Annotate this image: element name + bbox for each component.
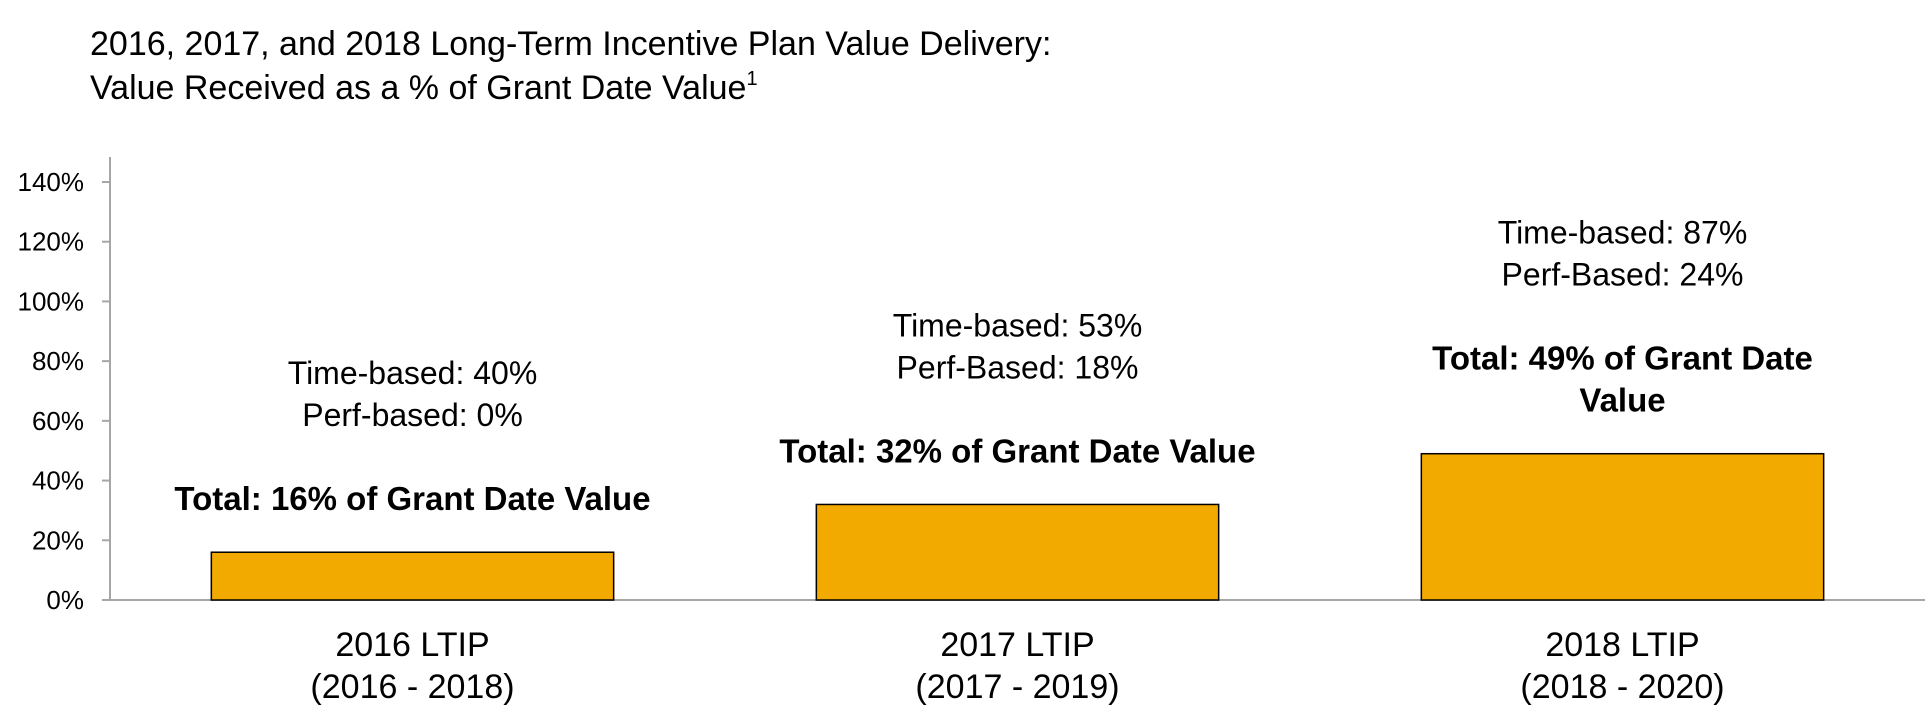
- x-tick-label: (2018 - 2020): [1520, 668, 1724, 706]
- chart-subtitle: Value Received as a % of Grant Date Valu…: [90, 66, 1051, 110]
- chart-title: 2016, 2017, and 2018 Long-Term Incentive…: [90, 25, 1052, 63]
- chart-subtitle-text: Value Received as a % of Grant Date Valu…: [90, 69, 747, 107]
- x-tick-label: (2016 - 2018): [310, 668, 514, 706]
- total-value-label: Total: 32% of Grant Date Value: [779, 432, 1255, 469]
- perf-based-label: Perf-Based: 18%: [897, 349, 1139, 385]
- y-axis-ticks: 0% 20% 40% 60% 80% 100% 120% 140%: [18, 167, 110, 615]
- bar: [1420, 452, 1825, 601]
- perf-based-label: Perf-based: 0%: [302, 397, 523, 433]
- x-tick-label: 2016 LTIP: [335, 626, 489, 664]
- y-tick-label: 140%: [18, 167, 85, 197]
- y-tick-label: 20%: [32, 525, 84, 555]
- x-tick-label: 2018 LTIP: [1545, 626, 1699, 664]
- y-tick-label: 100%: [18, 286, 85, 316]
- y-tick-label: 0%: [46, 585, 84, 615]
- total-value-label: Total: 49% of Grant Date: [1432, 340, 1813, 377]
- bars-group: [210, 452, 1825, 601]
- bar: [815, 503, 1220, 601]
- total-value-label: Total: 16% of Grant Date Value: [174, 480, 650, 517]
- time-based-label: Time-based: 87%: [1498, 215, 1748, 251]
- y-tick-label: 80%: [32, 346, 84, 376]
- time-based-label: Time-based: 53%: [893, 307, 1143, 343]
- bar-annotations: Time-based: 40% Perf-based: 0% Total: 16% …: [174, 215, 1812, 518]
- chart-title-block: 2016, 2017, and 2018 Long-Term Incentive…: [90, 22, 1051, 110]
- y-tick-label: 60%: [32, 406, 84, 436]
- time-based-label: Time-based: 40%: [288, 355, 538, 391]
- x-tick-label: 2017 LTIP: [940, 626, 1094, 664]
- y-tick-label: 120%: [18, 227, 85, 257]
- category-labels: 2016 LTIP (2016 - 2018) 2017 LTIP (2017 - 2…: [310, 626, 1724, 706]
- total-value-label: Value: [1579, 382, 1665, 419]
- footnote-marker: 1: [746, 68, 758, 90]
- x-tick-label: (2017 - 2019): [915, 668, 1119, 706]
- y-tick-label: 40%: [32, 466, 84, 496]
- bar: [210, 551, 615, 601]
- perf-based-label: Perf-Based: 24%: [1502, 257, 1744, 293]
